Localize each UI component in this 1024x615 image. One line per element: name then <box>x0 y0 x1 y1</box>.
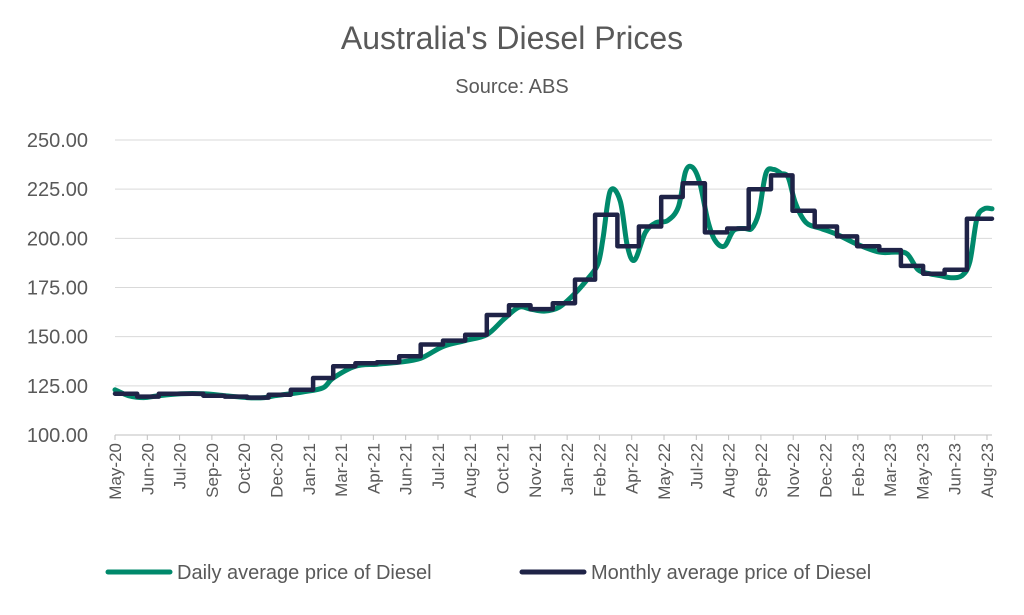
chart-subtitle: Source: ABS <box>455 76 569 98</box>
y-tick-label: 125.00 <box>27 376 88 398</box>
y-tick-label: 250.00 <box>27 130 88 152</box>
y-tick-label: 100.00 <box>27 425 88 447</box>
x-tick-label: May-23 <box>913 443 932 500</box>
y-tick-label: 225.00 <box>27 179 88 201</box>
y-tick-label: 150.00 <box>27 327 88 349</box>
x-tick-label: Dec-22 <box>816 443 835 498</box>
legend-label-daily: Daily average price of Diesel <box>177 562 432 584</box>
x-tick-label: Oct-21 <box>494 443 513 494</box>
legend: Daily average price of Diesel Monthly av… <box>105 562 871 584</box>
x-axis-ticks: May-20 Jun-20 Jul-20 Sep-20 Oct-20 Dec-20 Jan-… <box>106 435 997 500</box>
x-tick-label: Mar-21 <box>332 443 351 497</box>
x-tick-label: Feb-23 <box>849 443 868 497</box>
gridlines <box>115 139 992 436</box>
x-tick-label: Apr-22 <box>623 443 642 494</box>
x-tick-label: Nov-21 <box>526 443 545 498</box>
x-tick-label: Jul-22 <box>687 443 706 489</box>
x-tick-label: Dec-20 <box>267 443 286 498</box>
x-tick-label: Aug-21 <box>461 443 480 498</box>
y-tick-label: 200.00 <box>27 228 88 250</box>
y-axis-ticks: 250.00 225.00 200.00 175.00 150.00 125.00 100.… <box>27 130 88 447</box>
x-tick-label: Jun-21 <box>397 443 416 495</box>
x-tick-label: Sep-20 <box>203 443 222 498</box>
x-tick-label: Jul-21 <box>429 443 448 489</box>
x-tick-label: Feb-22 <box>590 443 609 497</box>
y-tick-label: 175.00 <box>27 278 88 300</box>
x-tick-label: Apr-21 <box>364 443 383 494</box>
x-tick-label: Jun-20 <box>138 443 157 495</box>
x-tick-label: Aug-23 <box>978 443 997 498</box>
x-tick-label: Sep-22 <box>752 443 771 498</box>
x-tick-label: Jun-23 <box>946 443 965 495</box>
x-tick-label: Jul-20 <box>171 443 190 489</box>
x-tick-label: Oct-20 <box>235 443 254 494</box>
x-tick-label: Aug-22 <box>720 443 739 498</box>
x-tick-label: Nov-22 <box>784 443 803 498</box>
x-tick-label: Jan-22 <box>558 443 577 495</box>
x-tick-label: May-20 <box>106 443 125 500</box>
chart-title: Australia's Diesel Prices <box>340 20 684 56</box>
series-line-monthly <box>112 173 995 400</box>
x-tick-label: Mar-23 <box>881 443 900 497</box>
series-line-daily <box>112 163 995 401</box>
x-tick-label: Jan-21 <box>300 443 319 495</box>
legend-label-monthly: Monthly average price of Diesel <box>591 562 871 584</box>
series-lines <box>112 163 995 401</box>
x-tick-label: May-22 <box>655 443 674 500</box>
